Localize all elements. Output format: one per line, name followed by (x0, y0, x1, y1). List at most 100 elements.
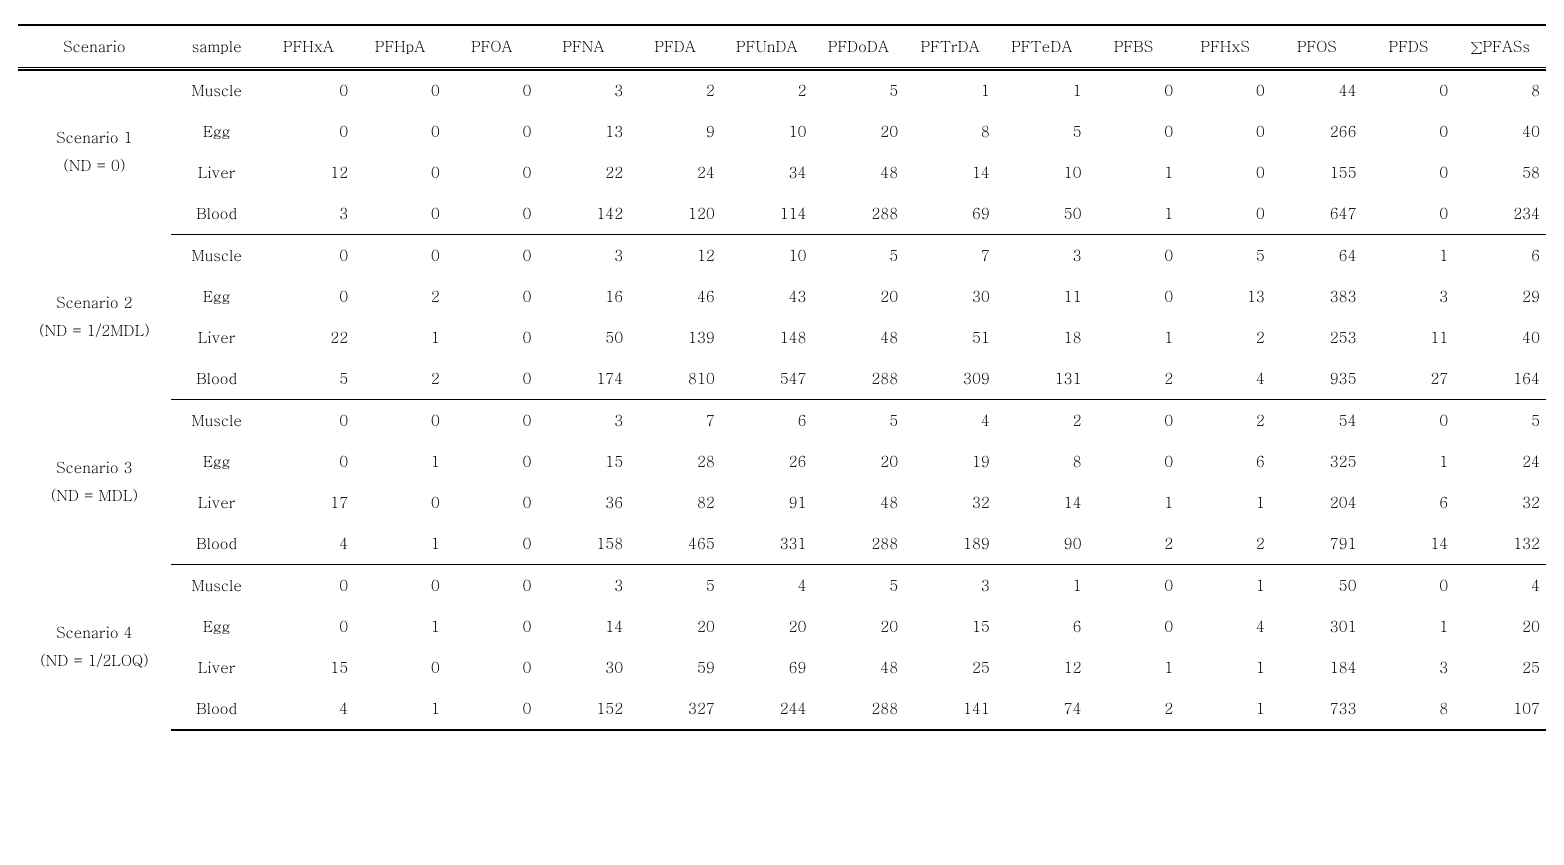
scenario-cell: Scenario 4(ND = 1/2LOQ) (18, 565, 171, 731)
scenario-subtitle: (ND = 1/2LOQ) (24, 647, 165, 676)
value-cell: 184 (1271, 647, 1363, 688)
value-cell: 3 (996, 235, 1088, 277)
value-cell: 325 (1271, 441, 1363, 482)
value-cell: 810 (629, 358, 721, 400)
sample-cell: Egg (171, 606, 263, 647)
value-cell: 0 (1179, 193, 1271, 235)
value-cell: 1 (1179, 688, 1271, 730)
scenario-subtitle: (ND = MDL) (24, 482, 165, 511)
value-cell: 1 (1179, 482, 1271, 523)
value-cell: 0 (1363, 400, 1455, 442)
col-pfteda: PFTeDA (996, 25, 1088, 69)
value-cell: 74 (996, 688, 1088, 730)
col-pfoa: PFOA (446, 25, 538, 69)
value-cell: 17 (262, 482, 354, 523)
value-cell: 50 (996, 193, 1088, 235)
sample-cell: Muscle (171, 69, 263, 112)
value-cell: 58 (1454, 152, 1546, 193)
value-cell: 2 (354, 276, 446, 317)
sample-cell: Egg (171, 111, 263, 152)
value-cell: 12 (996, 647, 1088, 688)
value-cell: 234 (1454, 193, 1546, 235)
value-cell: 50 (537, 317, 629, 358)
sample-cell: Blood (171, 193, 263, 235)
value-cell: 7 (904, 235, 996, 277)
sample-cell: Egg (171, 441, 263, 482)
value-cell: 0 (262, 400, 354, 442)
value-cell: 288 (813, 688, 905, 730)
col-sumpfas: ∑PFASs (1454, 25, 1546, 69)
value-cell: 0 (354, 193, 446, 235)
value-cell: 0 (354, 400, 446, 442)
value-cell: 12 (262, 152, 354, 193)
value-cell: 5 (1179, 235, 1271, 277)
value-cell: 3 (262, 193, 354, 235)
value-cell: 1 (354, 317, 446, 358)
value-cell: 0 (1088, 111, 1180, 152)
value-cell: 0 (1363, 69, 1455, 112)
scenario-cell: Scenario 3(ND = MDL) (18, 400, 171, 565)
sample-cell: Muscle (171, 235, 263, 277)
value-cell: 0 (1363, 565, 1455, 607)
value-cell: 48 (813, 152, 905, 193)
value-cell: 0 (446, 400, 538, 442)
value-cell: 141 (904, 688, 996, 730)
value-cell: 0 (1088, 400, 1180, 442)
sample-cell: Muscle (171, 565, 263, 607)
value-cell: 30 (537, 647, 629, 688)
value-cell: 791 (1271, 523, 1363, 565)
value-cell: 2 (629, 69, 721, 112)
value-cell: 288 (813, 523, 905, 565)
value-cell: 174 (537, 358, 629, 400)
value-cell: 547 (721, 358, 813, 400)
value-cell: 2 (1088, 523, 1180, 565)
value-cell: 1 (904, 69, 996, 112)
value-cell: 32 (904, 482, 996, 523)
sample-cell: Egg (171, 276, 263, 317)
value-cell: 69 (904, 193, 996, 235)
value-cell: 1 (1179, 647, 1271, 688)
value-cell: 25 (904, 647, 996, 688)
sample-cell: Blood (171, 688, 263, 730)
value-cell: 2 (1088, 688, 1180, 730)
value-cell: 155 (1271, 152, 1363, 193)
value-cell: 29 (1454, 276, 1546, 317)
value-cell: 6 (1454, 235, 1546, 277)
table-row: Scenario 1(ND = 0)Muscle000322511004408 (18, 69, 1546, 112)
value-cell: 0 (1088, 276, 1180, 317)
value-cell: 0 (446, 152, 538, 193)
value-cell: 4 (1454, 565, 1546, 607)
value-cell: 1 (1088, 317, 1180, 358)
value-cell: 0 (1363, 193, 1455, 235)
value-cell: 0 (262, 235, 354, 277)
value-cell: 0 (446, 565, 538, 607)
value-cell: 10 (721, 235, 813, 277)
value-cell: 46 (629, 276, 721, 317)
value-cell: 0 (446, 193, 538, 235)
value-cell: 6 (1363, 482, 1455, 523)
value-cell: 10 (721, 111, 813, 152)
value-cell: 2 (1179, 400, 1271, 442)
value-cell: 120 (629, 193, 721, 235)
col-pfos: PFOS (1271, 25, 1363, 69)
value-cell: 0 (354, 565, 446, 607)
value-cell: 64 (1271, 235, 1363, 277)
value-cell: 24 (1454, 441, 1546, 482)
value-cell: 331 (721, 523, 813, 565)
value-cell: 44 (1271, 69, 1363, 112)
value-cell: 11 (1363, 317, 1455, 358)
value-cell: 0 (446, 688, 538, 730)
value-cell: 8 (996, 441, 1088, 482)
value-cell: 7 (629, 400, 721, 442)
value-cell: 288 (813, 193, 905, 235)
value-cell: 5 (813, 565, 905, 607)
value-cell: 158 (537, 523, 629, 565)
value-cell: 1 (996, 69, 1088, 112)
value-cell: 0 (354, 647, 446, 688)
value-cell: 5 (629, 565, 721, 607)
value-cell: 1 (996, 565, 1088, 607)
value-cell: 14 (904, 152, 996, 193)
value-cell: 142 (537, 193, 629, 235)
value-cell: 2 (1179, 317, 1271, 358)
value-cell: 1 (354, 523, 446, 565)
